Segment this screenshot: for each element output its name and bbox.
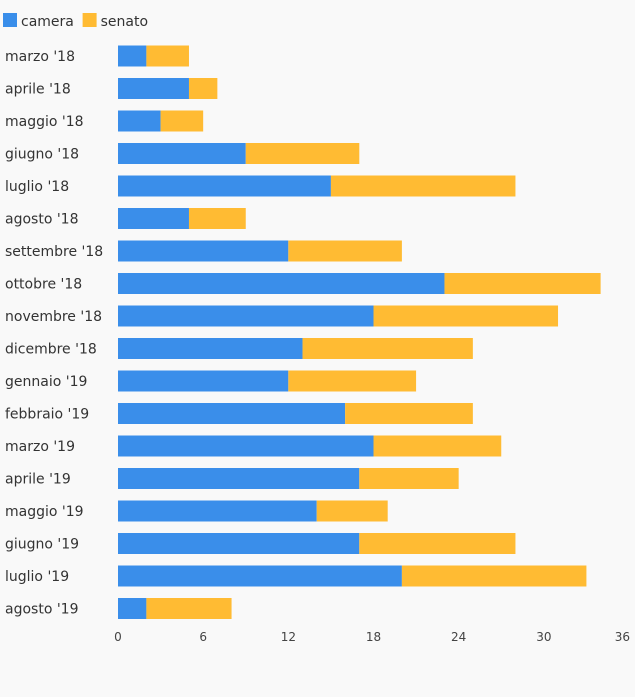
bar-senato [302, 338, 473, 359]
legend-swatch-camera [3, 13, 17, 27]
bar-senato [401, 565, 587, 587]
legend: camera senato [3, 13, 148, 30]
legend-label-senato: senato [101, 14, 148, 30]
x-tick-label: 30 [536, 630, 551, 644]
bar-senato [316, 500, 388, 522]
bar-camera [118, 78, 189, 99]
bar-senato [288, 240, 402, 262]
x-tick-label: 36 [615, 630, 630, 644]
bar-camera [118, 143, 246, 164]
bar-camera [118, 598, 147, 619]
category-label: novembre '18 [5, 309, 102, 325]
bar-senato [359, 533, 516, 554]
category-label: agosto '18 [5, 212, 79, 228]
x-axis-ticks: 0 6 12 18 24 30 36 [114, 630, 630, 644]
category-label: febbraio '19 [5, 407, 89, 423]
category-label: gennaio '19 [5, 374, 87, 390]
category-label: luglio '18 [5, 179, 69, 195]
x-tick-label: 6 [199, 630, 207, 644]
bar-camera [118, 175, 331, 197]
bar-camera [118, 403, 346, 424]
category-label: maggio '19 [5, 504, 84, 520]
x-tick-label: 12 [281, 630, 296, 644]
x-tick-label: 18 [366, 630, 381, 644]
category-label: giugno '19 [5, 537, 79, 553]
bar-camera [118, 435, 374, 457]
category-label: ottobre '18 [5, 277, 82, 293]
bar-senato [188, 208, 246, 229]
bar-senato [146, 598, 232, 619]
bar-camera [118, 273, 445, 294]
category-label: settembre '18 [5, 244, 103, 260]
legend-label-camera: camera [21, 14, 74, 30]
category-label: marzo '19 [5, 439, 75, 455]
bar-senato [359, 468, 459, 489]
bar-camera [118, 370, 289, 392]
bar-senato [345, 403, 473, 424]
category-label: aprile '18 [5, 82, 71, 98]
bar-camera [118, 45, 147, 67]
category-label: aprile '19 [5, 472, 71, 488]
bar-camera [118, 468, 360, 489]
bar-senato [373, 305, 559, 327]
x-tick-label: 24 [451, 630, 466, 644]
bar-senato [444, 273, 601, 294]
bar-camera [118, 305, 374, 327]
bar-camera [118, 338, 303, 359]
category-label: luglio '19 [5, 569, 69, 585]
bar-senato [288, 370, 417, 392]
category-label: agosto '19 [5, 602, 79, 618]
category-label: maggio '18 [5, 114, 84, 130]
category-label: giugno '18 [5, 147, 79, 163]
category-label: marzo '18 [5, 49, 75, 65]
bar-senato [146, 45, 189, 67]
bar-camera [118, 110, 161, 132]
bar-camera [118, 240, 289, 262]
bar-senato [160, 110, 204, 132]
category-labels: marzo '18 aprile '18 maggio '18 giugno '18 l… [5, 49, 103, 618]
bars [118, 45, 601, 619]
bar-senato [373, 435, 502, 457]
bar-senato [188, 78, 218, 99]
bar-camera [118, 533, 360, 554]
x-tick-label: 0 [114, 630, 122, 644]
bar-camera [118, 565, 402, 587]
bar-senato [245, 143, 360, 164]
category-label: dicembre '18 [5, 342, 97, 358]
legend-swatch-senato [82, 13, 97, 27]
bar-senato [330, 175, 516, 197]
bar-camera [118, 500, 317, 522]
bar-camera [118, 208, 189, 229]
